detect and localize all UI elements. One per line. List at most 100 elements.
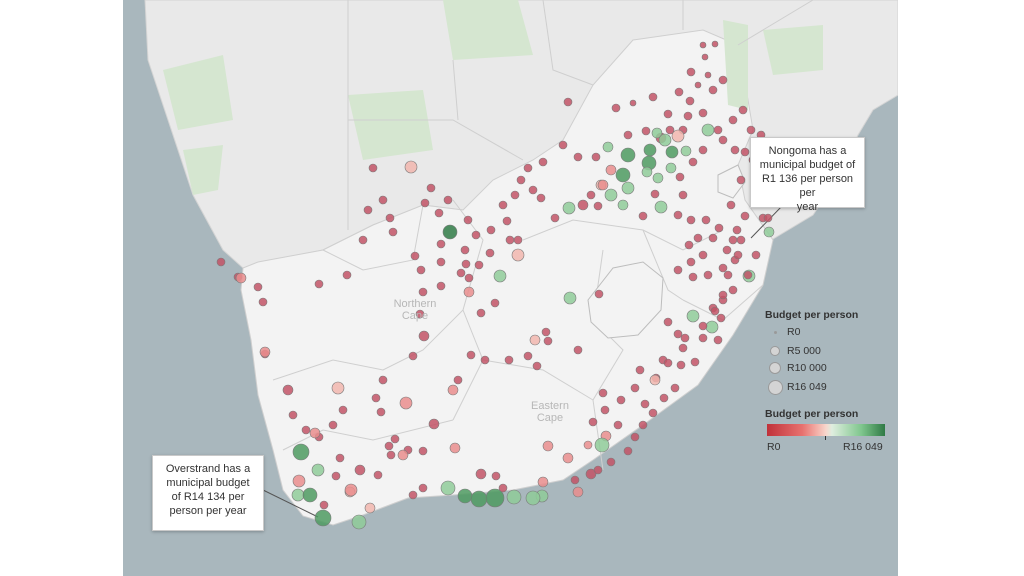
municipality-marker[interactable]	[630, 432, 640, 442]
municipality-marker[interactable]	[698, 333, 708, 343]
municipality-marker[interactable]	[583, 440, 593, 450]
municipality-marker[interactable]	[463, 215, 473, 225]
municipality-marker[interactable]	[597, 179, 609, 191]
municipality-marker[interactable]	[461, 259, 471, 269]
municipality-marker[interactable]	[471, 230, 481, 240]
municipality-marker[interactable]	[605, 164, 617, 176]
municipality-marker[interactable]	[331, 381, 345, 395]
municipality-marker[interactable]	[259, 346, 271, 358]
municipality-marker[interactable]	[388, 227, 398, 237]
municipality-marker[interactable]	[563, 97, 573, 107]
municipality-marker[interactable]	[718, 75, 728, 85]
municipality-marker[interactable]	[577, 199, 589, 211]
municipality-marker[interactable]	[436, 239, 446, 249]
municipality-marker[interactable]	[384, 441, 394, 451]
municipality-marker[interactable]	[354, 464, 366, 476]
municipality-marker[interactable]	[751, 250, 761, 260]
municipality-marker[interactable]	[570, 475, 580, 485]
municipality-marker[interactable]	[476, 308, 486, 318]
municipality-marker[interactable]	[410, 251, 420, 261]
municipality-marker[interactable]	[486, 225, 496, 235]
municipality-marker[interactable]	[301, 425, 311, 435]
municipality-marker[interactable]	[319, 500, 329, 510]
municipality-marker[interactable]	[635, 365, 645, 375]
municipality-marker[interactable]	[716, 313, 726, 323]
municipality-marker[interactable]	[663, 358, 673, 368]
municipality-marker[interactable]	[485, 488, 505, 508]
municipality-marker[interactable]	[302, 487, 318, 503]
municipality-marker[interactable]	[593, 201, 603, 211]
municipality-marker[interactable]	[573, 152, 583, 162]
municipality-marker[interactable]	[436, 281, 446, 291]
municipality-marker[interactable]	[404, 160, 418, 174]
municipality-marker[interactable]	[418, 483, 428, 493]
municipality-marker[interactable]	[643, 143, 657, 157]
municipality-marker[interactable]	[594, 289, 604, 299]
municipality-marker[interactable]	[358, 235, 368, 245]
municipality-marker[interactable]	[537, 476, 549, 488]
municipality-marker[interactable]	[291, 488, 305, 502]
municipality-marker[interactable]	[542, 440, 554, 452]
municipality-marker[interactable]	[523, 351, 533, 361]
municipality-marker[interactable]	[436, 257, 446, 267]
municipality-marker[interactable]	[611, 103, 621, 113]
municipality-marker[interactable]	[708, 85, 718, 95]
municipality-marker[interactable]	[572, 486, 584, 498]
municipality-marker[interactable]	[671, 129, 685, 143]
municipality-marker[interactable]	[623, 446, 633, 456]
municipality-marker[interactable]	[447, 384, 459, 396]
municipality-marker[interactable]	[416, 265, 426, 275]
municipality-marker[interactable]	[710, 306, 720, 316]
municipality-marker[interactable]	[673, 210, 683, 220]
municipality-marker[interactable]	[373, 470, 383, 480]
municipality-marker[interactable]	[705, 320, 719, 334]
municipality-marker[interactable]	[701, 53, 709, 61]
municipality-marker[interactable]	[363, 205, 373, 215]
municipality-marker[interactable]	[505, 235, 515, 245]
municipality-marker[interactable]	[344, 483, 358, 497]
municipality-marker[interactable]	[415, 309, 425, 319]
municipality-marker[interactable]	[292, 443, 310, 461]
municipality-marker[interactable]	[670, 383, 680, 393]
municipality-marker[interactable]	[728, 115, 738, 125]
municipality-marker[interactable]	[698, 321, 708, 331]
municipality-marker[interactable]	[652, 172, 664, 184]
municipality-marker[interactable]	[701, 123, 715, 137]
municipality-marker[interactable]	[617, 199, 629, 211]
municipality-marker[interactable]	[713, 125, 723, 135]
municipality-marker[interactable]	[736, 235, 746, 245]
municipality-marker[interactable]	[738, 105, 748, 115]
municipality-marker[interactable]	[385, 213, 395, 223]
municipality-marker[interactable]	[763, 213, 773, 223]
municipality-marker[interactable]	[713, 335, 723, 345]
municipality-marker[interactable]	[620, 147, 636, 163]
municipality-marker[interactable]	[686, 309, 700, 323]
municipality-marker[interactable]	[693, 233, 703, 243]
municipality-marker[interactable]	[311, 463, 325, 477]
municipality-marker[interactable]	[613, 420, 623, 430]
municipality-marker[interactable]	[443, 195, 453, 205]
municipality-marker[interactable]	[686, 257, 696, 267]
municipality-marker[interactable]	[506, 489, 522, 505]
municipality-marker[interactable]	[728, 285, 738, 295]
municipality-marker[interactable]	[591, 152, 601, 162]
municipality-marker[interactable]	[258, 297, 268, 307]
municipality-marker[interactable]	[728, 235, 738, 245]
municipality-marker[interactable]	[723, 270, 733, 280]
municipality-marker[interactable]	[665, 162, 677, 174]
municipality-marker[interactable]	[746, 125, 756, 135]
municipality-marker[interactable]	[368, 163, 378, 173]
municipality-marker[interactable]	[726, 200, 736, 210]
municipality-marker[interactable]	[364, 502, 376, 514]
municipality-marker[interactable]	[651, 127, 663, 139]
municipality-marker[interactable]	[621, 181, 635, 195]
municipality-marker[interactable]	[598, 388, 608, 398]
municipality-marker[interactable]	[701, 215, 711, 225]
municipality-marker[interactable]	[714, 223, 724, 233]
municipality-marker[interactable]	[740, 211, 750, 221]
municipality-marker[interactable]	[376, 407, 386, 417]
municipality-marker[interactable]	[292, 474, 306, 488]
municipality-marker[interactable]	[663, 317, 673, 327]
municipality-marker[interactable]	[418, 330, 430, 342]
municipality-marker[interactable]	[680, 145, 692, 157]
